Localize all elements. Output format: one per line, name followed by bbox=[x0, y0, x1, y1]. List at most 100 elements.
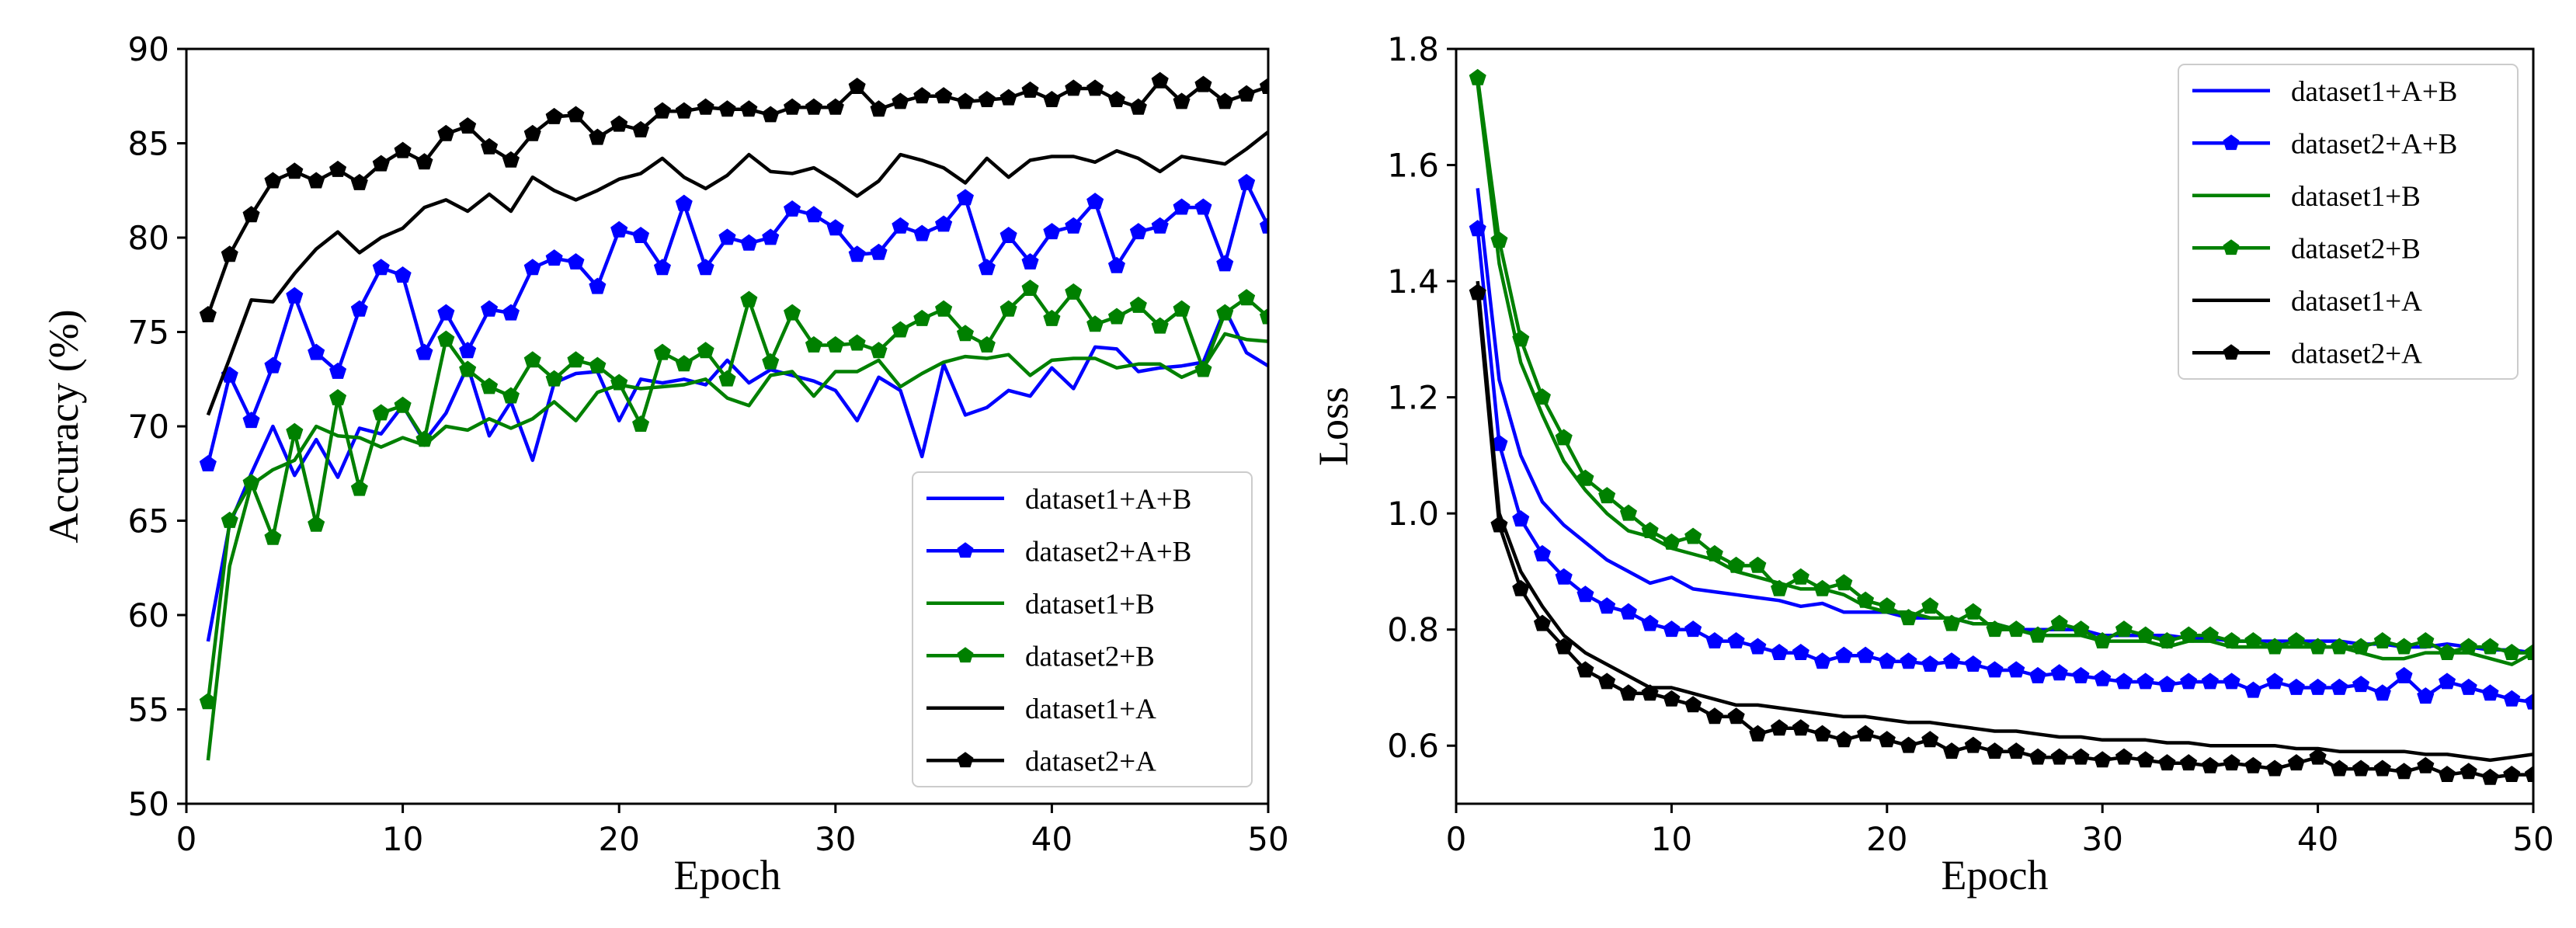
legend-entry: dataset1+B bbox=[2192, 181, 2421, 213]
data-point bbox=[1771, 579, 1789, 596]
x-tick-label: 30 bbox=[2081, 820, 2122, 858]
data-point bbox=[2266, 673, 2284, 690]
data-point bbox=[892, 217, 909, 234]
data-point bbox=[2524, 693, 2533, 710]
plot-area bbox=[1469, 68, 2533, 785]
data-point bbox=[1490, 231, 1508, 249]
data-point bbox=[1107, 308, 1125, 325]
data-point bbox=[632, 226, 650, 243]
data-point bbox=[481, 377, 499, 394]
data-point bbox=[1021, 81, 1039, 98]
x-axis-label: Epoch bbox=[1942, 852, 2049, 898]
data-point bbox=[372, 259, 390, 276]
data-point bbox=[437, 330, 455, 347]
data-point bbox=[2115, 620, 2133, 638]
axes-frame bbox=[1455, 47, 2535, 805]
data-point bbox=[1259, 308, 1268, 325]
data-point bbox=[1259, 77, 1268, 94]
data-point bbox=[610, 115, 628, 132]
data-point bbox=[567, 106, 585, 123]
data-point bbox=[870, 342, 888, 359]
data-point bbox=[2223, 673, 2241, 690]
data-point bbox=[1705, 544, 1723, 561]
data-point bbox=[978, 259, 996, 276]
data-point bbox=[1043, 309, 1061, 326]
data-point bbox=[999, 226, 1017, 243]
data-point bbox=[978, 90, 996, 107]
y-tick-label: 70 bbox=[128, 408, 169, 446]
legend-entry: dataset2+A+B bbox=[926, 536, 1191, 568]
data-point bbox=[1065, 217, 1083, 234]
legend-label: dataset2+A+B bbox=[1025, 536, 1191, 568]
data-point bbox=[2180, 626, 2198, 643]
data-point bbox=[718, 100, 736, 117]
data-point bbox=[1813, 579, 1831, 596]
data-point bbox=[1238, 173, 1256, 190]
data-point bbox=[697, 259, 714, 276]
data-point bbox=[1194, 360, 1212, 377]
data-point bbox=[1512, 509, 1530, 527]
data-point bbox=[1749, 556, 1767, 573]
data-point bbox=[2094, 631, 2112, 648]
legend-entry: dataset2+A bbox=[926, 746, 1156, 777]
series-line-dataset1+A+B bbox=[206, 308, 1268, 642]
y-tick-label: 0.6 bbox=[1387, 727, 1439, 765]
data-point bbox=[892, 321, 909, 338]
data-point bbox=[2008, 661, 2025, 678]
data-point bbox=[870, 100, 888, 117]
data-point bbox=[1533, 388, 1551, 405]
data-point bbox=[1964, 736, 1982, 753]
data-point bbox=[1921, 655, 1939, 672]
data-point bbox=[956, 92, 974, 109]
data-point bbox=[2373, 684, 2391, 701]
data-point bbox=[675, 355, 693, 372]
y-tick-label: 85 bbox=[128, 125, 169, 163]
data-point bbox=[2309, 638, 2327, 655]
data-point bbox=[2115, 673, 2133, 690]
data-point bbox=[2352, 676, 2370, 693]
y-tick-label: 75 bbox=[128, 314, 169, 352]
data-point bbox=[329, 160, 347, 177]
data-point bbox=[784, 98, 801, 115]
data-point bbox=[1151, 217, 1169, 234]
legend-marker bbox=[2223, 134, 2240, 151]
legend-label: dataset1+A+B bbox=[2291, 76, 2457, 108]
legend-label: dataset2+A+B bbox=[2291, 128, 2457, 160]
y-tick-label: 80 bbox=[128, 219, 169, 257]
data-point bbox=[2503, 765, 2521, 782]
data-point bbox=[1043, 90, 1061, 107]
data-point bbox=[2201, 756, 2219, 773]
legend-entry: dataset1+A+B bbox=[2192, 76, 2457, 108]
data-point bbox=[1107, 256, 1125, 273]
data-point bbox=[1598, 597, 1616, 614]
data-point bbox=[523, 259, 541, 276]
data-point bbox=[1619, 504, 1637, 521]
data-point bbox=[221, 245, 238, 262]
data-point bbox=[1469, 283, 1486, 301]
data-point bbox=[2180, 754, 2198, 771]
data-point bbox=[2094, 669, 2112, 686]
data-point bbox=[1238, 85, 1256, 102]
data-point bbox=[2266, 638, 2284, 655]
data-point bbox=[242, 474, 260, 491]
data-point bbox=[1107, 90, 1125, 107]
data-point bbox=[2439, 765, 2456, 782]
y-tick-label: 1.2 bbox=[1387, 379, 1439, 417]
y-tick-label: 55 bbox=[128, 691, 169, 729]
data-point bbox=[1727, 707, 1745, 725]
data-point bbox=[2158, 676, 2176, 693]
legend-box bbox=[912, 471, 1253, 787]
data-point bbox=[2008, 620, 2025, 638]
data-point bbox=[567, 351, 585, 368]
legend-box bbox=[2178, 64, 2519, 380]
data-point bbox=[2094, 751, 2112, 768]
data-point bbox=[1555, 429, 1573, 446]
x-tick-label: 50 bbox=[2512, 820, 2553, 858]
data-point bbox=[913, 87, 931, 104]
legend-marker bbox=[957, 647, 974, 663]
data-point bbox=[2201, 673, 2219, 690]
data-point bbox=[286, 422, 304, 440]
data-point bbox=[2244, 681, 2262, 698]
data-point bbox=[545, 249, 563, 266]
data-point bbox=[610, 221, 628, 238]
